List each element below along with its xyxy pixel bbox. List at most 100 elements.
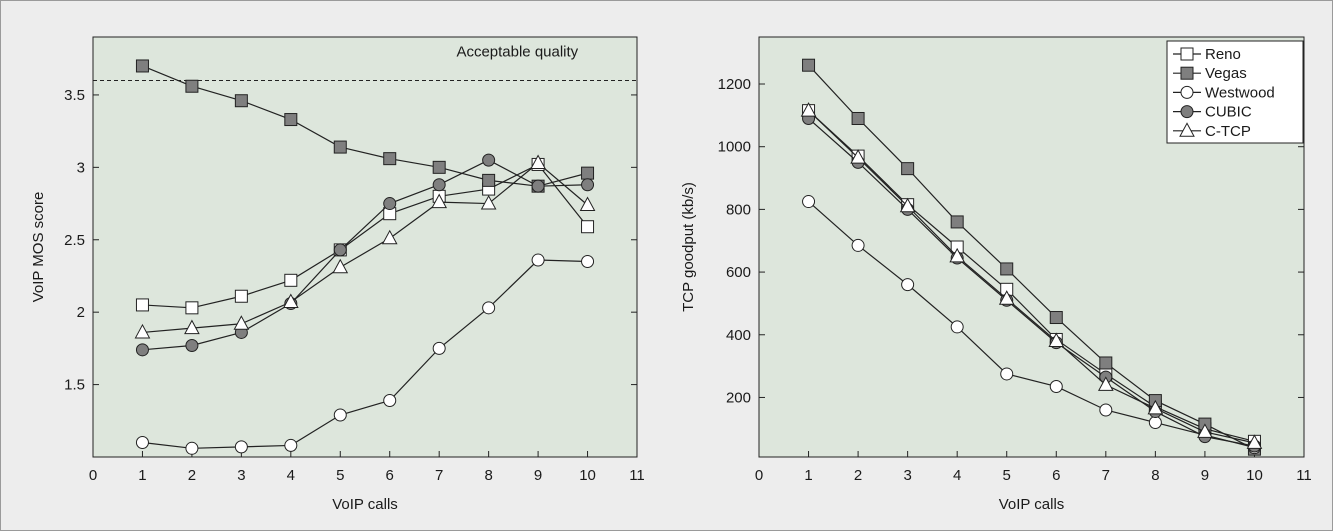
mos-y-tick-label: 2.5	[64, 232, 85, 249]
legend-marker-cubic	[1180, 105, 1194, 119]
mos-point-reno	[135, 298, 149, 312]
mos-x-tick-label: 8	[484, 467, 492, 484]
goodput-point-westwood	[1000, 367, 1014, 381]
goodput-x-tick-label: 0	[755, 467, 763, 484]
goodput-point-vegas	[1049, 311, 1063, 325]
mos-point-vegas	[581, 166, 595, 180]
goodput-point-westwood	[1049, 379, 1063, 393]
legend-label-vegas: Vegas	[1205, 65, 1247, 82]
goodput-point-vegas	[851, 111, 865, 125]
goodput-x-tick-label: 11	[1296, 467, 1312, 484]
mos-x-tick-label: 1	[138, 467, 146, 484]
mos-point-westwood	[234, 440, 248, 454]
goodput-x-tick-label: 9	[1201, 467, 1209, 484]
goodput-x-tick-label: 7	[1102, 467, 1110, 484]
mos-point-c-tcp	[530, 154, 546, 169]
mos-reference-label: Acceptable quality	[456, 43, 578, 60]
goodput-point-c-tcp	[949, 247, 966, 263]
mos-point-westwood	[185, 441, 199, 455]
goodput-y-tick-label: 200	[726, 389, 751, 406]
goodput-point-c-tcp	[850, 149, 866, 164]
goodput-chart: 0 1 2 3 4 5 6 7 8 9 10 11 200 400 600 800 1000 1200 VoIP c…	[680, 36, 1312, 513]
mos-point-westwood	[432, 341, 446, 355]
legend-label-c-tcp: C-TCP	[1205, 123, 1251, 140]
mos-point-cubic	[432, 178, 446, 192]
mos-x-tick-label: 4	[287, 467, 295, 484]
mos-series-line-c-tcp	[142, 162, 588, 334]
mos-x-tick-label: 0	[89, 467, 97, 484]
goodput-point-vegas	[1000, 262, 1014, 276]
legend-marker-reno	[1180, 47, 1194, 61]
goodput-point-vegas	[802, 58, 816, 72]
goodput-point-westwood	[1148, 416, 1162, 430]
mos-point-c-tcp	[332, 258, 349, 274]
mos-point-cubic	[531, 179, 545, 193]
mos-point-vegas	[135, 59, 149, 73]
goodput-x-tick-label: 1	[804, 467, 812, 484]
mos-series-line-cubic	[142, 159, 588, 351]
mos-point-vegas	[185, 79, 199, 93]
legend-marker-vegas	[1180, 66, 1194, 80]
goodput-series-line-westwood	[808, 201, 1255, 449]
mos-point-reno	[234, 289, 248, 303]
goodput-y-axis-title: TCP goodput (kb/s)	[680, 182, 697, 312]
goodput-x-tick-label: 2	[854, 467, 862, 484]
mos-x-tick-label: 6	[386, 467, 394, 484]
legend-label-westwood: Westwood	[1205, 84, 1275, 101]
mos-point-c-tcp	[579, 196, 596, 211]
goodput-y-tick-label: 1000	[718, 139, 751, 156]
goodput-point-westwood	[901, 278, 915, 292]
goodput-point-vegas	[901, 162, 915, 176]
mos-point-westwood	[135, 436, 149, 450]
mos-plot-area	[92, 36, 638, 458]
mos-point-vegas	[432, 160, 446, 174]
mos-point-c-tcp	[431, 193, 448, 209]
mos-point-c-tcp	[282, 293, 299, 309]
goodput-point-c-tcp	[800, 102, 817, 117]
mos-y-axis-title: VoIP MOS score	[30, 192, 47, 303]
legend-marker-westwood	[1180, 85, 1194, 99]
mos-chart: 0 1 2 3 4 5 6 7 8 9 10 11 1.5 2 2.5 3 3.5 VoIP calls VoIP …	[30, 36, 645, 513]
mos-point-c-tcp	[184, 319, 200, 335]
goodput-point-c-tcp	[1246, 434, 1263, 449]
goodput-point-c-tcp	[1097, 376, 1114, 391]
mos-x-tick-label: 11	[629, 467, 645, 484]
mos-x-tick-label: 9	[534, 467, 542, 484]
goodput-x-tick-label: 6	[1052, 467, 1060, 484]
mos-point-reno	[284, 273, 298, 287]
mos-point-vegas	[383, 152, 397, 166]
mos-point-cubic	[581, 178, 595, 192]
mos-point-vegas	[284, 113, 298, 127]
goodput-x-tick-label: 10	[1246, 467, 1263, 484]
mos-x-tick-label: 5	[336, 467, 344, 484]
mos-point-reno	[185, 301, 199, 315]
mos-series-line-westwood	[142, 259, 588, 449]
mos-point-vegas	[234, 94, 248, 108]
mos-point-westwood	[581, 254, 595, 268]
mos-y-tick-label: 1.5	[64, 377, 85, 394]
mos-x-tick-label: 2	[188, 467, 196, 484]
mos-series-line-reno	[142, 163, 589, 309]
goodput-point-c-tcp	[998, 290, 1015, 305]
goodput-y-tick-label: 600	[726, 264, 751, 281]
mos-point-c-tcp	[134, 323, 151, 339]
goodput-point-c-tcp	[899, 197, 916, 213]
goodput-series-line-reno	[808, 110, 1255, 442]
goodput-x-tick-label: 5	[1003, 467, 1011, 484]
goodput-x-tick-label: 4	[953, 467, 961, 484]
mos-point-reno	[581, 220, 595, 234]
goodput-point-westwood	[802, 195, 816, 209]
mos-y-tick-label: 3	[77, 159, 85, 176]
goodput-y-tick-label: 1200	[718, 76, 751, 93]
mos-point-cubic	[333, 243, 347, 257]
mos-point-c-tcp	[480, 194, 497, 210]
mos-point-c-tcp	[381, 229, 398, 245]
mos-y-tick-label: 3.5	[64, 87, 85, 104]
goodput-x-tick-label: 3	[903, 467, 911, 484]
goodput-series-line-c-tcp	[808, 110, 1255, 444]
legend-marker-c-tcp	[1179, 122, 1195, 137]
mos-x-tick-label: 10	[579, 467, 596, 484]
mos-point-cubic	[383, 197, 397, 211]
